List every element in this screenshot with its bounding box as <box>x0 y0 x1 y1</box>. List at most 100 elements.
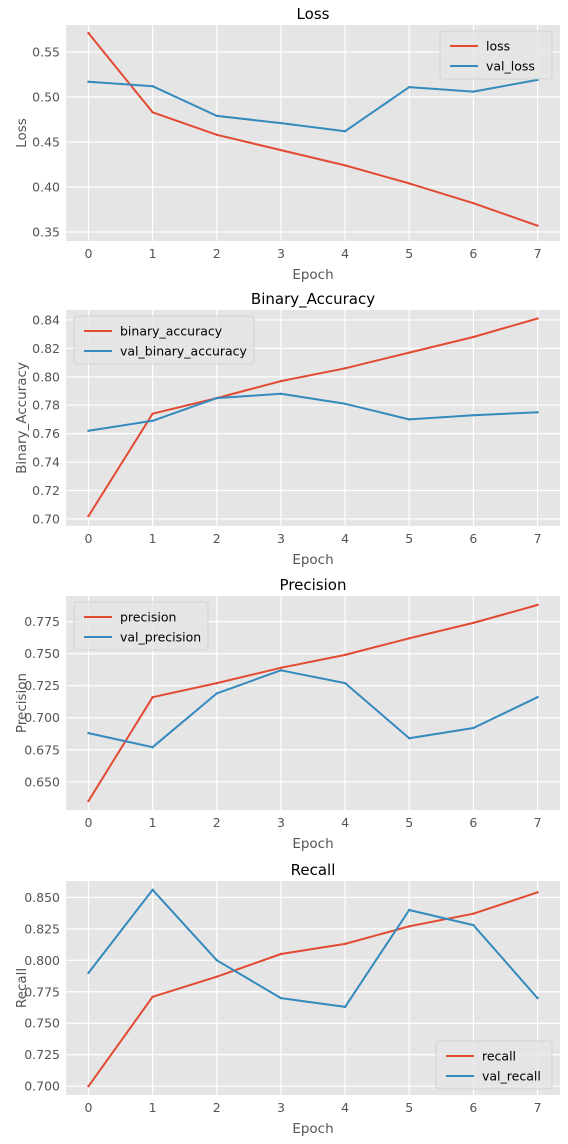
x-tick-label: 6 <box>469 815 477 830</box>
data-point-val_binary_accuracy <box>343 402 347 405</box>
x-tick-label: 5 <box>405 1100 413 1115</box>
chart-panel-1: 0 1 2 3 4 5 6 7 0.70 0.72 0.74 0.76 0.78 0.80 0.82 0.84… <box>14 290 560 568</box>
x-tick-label: 0 <box>84 246 92 261</box>
data-point-precision <box>279 666 283 669</box>
series-line-recall <box>87 891 538 1087</box>
y-tick-label: 0.70 <box>32 511 60 526</box>
data-point-recall <box>151 995 154 999</box>
x-tick-label: 3 <box>277 531 285 546</box>
x-tick-label: 2 <box>213 246 221 261</box>
y-axis-label: Precision <box>14 673 30 733</box>
data-point-precision <box>343 653 347 657</box>
y-tick-label: 0.750 <box>24 646 60 661</box>
y-tick-label: 0.775 <box>24 614 60 629</box>
legend: precision val_precision <box>73 601 209 651</box>
data-point-loss <box>151 111 154 114</box>
data-point-val_precision <box>408 737 411 740</box>
y-tick-label: 0.40 <box>32 180 60 195</box>
x-tick-label: 1 <box>149 246 157 261</box>
data-point-val_binary_accuracy <box>279 392 283 396</box>
y-tick-label: 0.80 <box>32 369 60 384</box>
data-point-val_recall <box>343 1005 347 1009</box>
x-tick-label: 4 <box>341 815 349 830</box>
data-point-val_recall <box>215 959 218 962</box>
x-tick-label: 3 <box>277 246 285 261</box>
data-point-val_recall <box>151 888 154 892</box>
data-point-val_binary_accuracy <box>151 419 154 423</box>
legend: recall val_recall <box>435 1040 553 1090</box>
legend: binary_accuracy val_binary_accuracy <box>73 315 255 365</box>
x-tick-label: 7 <box>534 246 542 261</box>
data-point-val_binary_accuracy <box>536 411 539 414</box>
data-point-val_recall <box>472 923 475 927</box>
y-tick-label: 0.74 <box>32 455 60 470</box>
data-point-val_loss <box>343 130 347 133</box>
data-point-val_precision <box>87 731 90 735</box>
y-tick-label: 0.82 <box>32 341 60 356</box>
x-axis-label: Epoch <box>292 552 333 568</box>
data-point-binary_accuracy <box>536 317 539 320</box>
data-point-val_recall <box>536 996 539 1000</box>
data-point-val_binary_accuracy <box>215 396 218 400</box>
chart-panel-0: 0 1 2 3 4 5 6 7 0.35 0.40 0.45 0.50 0.55 Loss Epoch Los… <box>14 5 560 283</box>
data-point-loss <box>472 202 475 205</box>
data-point-binary_accuracy <box>472 335 475 339</box>
x-tick-label: 4 <box>341 531 349 546</box>
x-tick-label: 0 <box>84 531 92 546</box>
y-tick-label: 0.775 <box>24 984 60 999</box>
data-point-recall <box>408 925 411 928</box>
data-point-val_loss <box>151 85 154 88</box>
x-tick-label: 3 <box>277 815 285 830</box>
x-tick-label: 5 <box>405 246 413 261</box>
y-axis-label: Recall <box>14 968 30 1008</box>
x-tick-label: 3 <box>277 1100 285 1115</box>
data-point-val_precision <box>343 681 347 685</box>
data-point-precision <box>536 603 539 607</box>
x-tick-label: 5 <box>405 815 413 830</box>
data-point-val_precision <box>279 669 283 672</box>
data-point-val_precision <box>536 696 539 699</box>
x-tick-label: 6 <box>469 246 477 261</box>
x-tick-label: 7 <box>534 531 542 546</box>
chart-title: Binary_Accuracy <box>251 290 375 309</box>
y-tick-label: 0.700 <box>24 710 60 725</box>
legend: loss val_loss <box>439 30 553 80</box>
chart-title: Precision <box>280 576 347 594</box>
y-axis-label: Loss <box>14 118 30 148</box>
series-line-binary_accuracy <box>87 317 538 517</box>
y-tick-label: 0.675 <box>24 742 60 757</box>
y-tick-label: 0.35 <box>32 225 60 240</box>
legend-label: precision <box>120 610 176 625</box>
data-point-val_precision <box>472 726 475 730</box>
data-point-val_precision <box>215 692 218 695</box>
legend-label: binary_accuracy <box>120 324 223 339</box>
data-point-loss <box>343 164 347 167</box>
x-tick-label: 1 <box>149 815 157 830</box>
data-point-loss <box>536 224 539 227</box>
data-point-precision <box>151 696 154 699</box>
x-axis-label: Epoch <box>292 267 333 283</box>
data-point-val_recall <box>408 908 411 912</box>
legend-label: recall <box>482 1049 516 1064</box>
x-tick-label: 2 <box>213 531 221 546</box>
data-point-recall <box>536 891 539 894</box>
y-axis-label: Binary_Accuracy <box>14 362 30 474</box>
data-point-loss <box>215 133 218 136</box>
data-point-val_precision <box>151 746 154 749</box>
series-line-val_loss <box>88 78 538 133</box>
series-line-loss <box>87 32 538 227</box>
x-tick-label: 7 <box>534 815 542 830</box>
series-line-val_precision <box>88 669 538 749</box>
x-tick-label: 1 <box>149 531 157 546</box>
legend-label: val_precision <box>120 630 201 645</box>
data-point-val_binary_accuracy <box>472 413 475 417</box>
data-point-recall <box>279 952 283 956</box>
x-tick-label: 4 <box>341 1100 349 1115</box>
data-point-val_binary_accuracy <box>408 418 411 421</box>
data-point-binary_accuracy <box>87 514 90 518</box>
y-tick-label: 0.78 <box>32 398 60 413</box>
series-line-val_recall <box>87 888 539 1008</box>
y-tick-label: 0.55 <box>32 45 60 60</box>
data-point-recall <box>87 1084 90 1088</box>
data-point-val_loss <box>408 85 411 89</box>
